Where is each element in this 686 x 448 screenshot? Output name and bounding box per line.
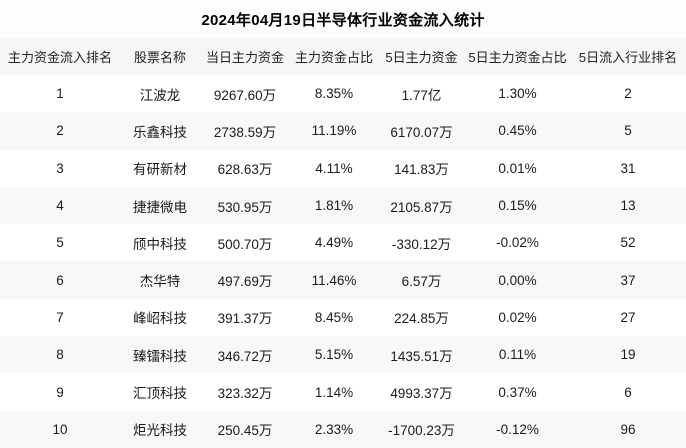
- table-row: 2 乐鑫科技 2738.59万 11.19% 6170.07万 0.45% 5: [0, 112, 686, 150]
- table-row: 4 捷捷微电 530.95万 1.81% 2105.87万 0.15% 13: [0, 186, 686, 225]
- cell-rank: 2: [56, 123, 64, 139]
- column-header-today-main-fund: 当日主力资金: [205, 50, 284, 65]
- cell-main-fund-ratio: 11.46%: [311, 272, 357, 288]
- report-title: 2024年04月19日半导体行业资金流入统计: [201, 11, 485, 29]
- table-row: 1 江波龙 9267.60万 8.35% 1.77亿 1.30% 2: [0, 75, 686, 113]
- cell-5day-main-fund: 2105.87万: [390, 199, 453, 215]
- cell-today-main-fund: 497.69万: [217, 274, 273, 290]
- cell-stock-name: 汇顶科技: [133, 386, 187, 402]
- cell-stock-name: 有研新材: [133, 162, 187, 178]
- cell-5day-main-fund-ratio: 0.15%: [498, 198, 537, 214]
- cell-5day-main-fund-ratio: 0.45%: [498, 123, 537, 139]
- cell-main-fund-ratio: 8.35%: [314, 86, 354, 102]
- column-header-stock-name: 股票名称: [133, 50, 186, 65]
- cell-main-fund-ratio: 1.81%: [314, 198, 354, 214]
- cell-main-fund-ratio: 4.49%: [314, 235, 354, 251]
- cell-5day-main-fund: 6.57万: [401, 274, 442, 290]
- cell-5day-industry-rank: 2: [624, 86, 632, 102]
- cell-5day-main-fund-ratio: 0.02%: [498, 309, 537, 325]
- cell-main-fund-ratio: 8.45%: [314, 309, 354, 325]
- cell-today-main-fund: 250.45万: [217, 423, 273, 439]
- cell-5day-main-fund-ratio: 0.37%: [498, 384, 537, 400]
- cell-5day-industry-rank: 19: [620, 347, 636, 363]
- cell-5day-main-fund-ratio: 0.11%: [498, 347, 537, 363]
- cell-5day-main-fund: -330.12万: [391, 236, 452, 252]
- cell-main-fund-ratio: 5.15%: [314, 347, 354, 363]
- cell-5day-main-fund-ratio: 0.01%: [498, 160, 537, 176]
- cell-rank: 3: [56, 160, 64, 176]
- cell-5day-industry-rank: 52: [620, 235, 636, 251]
- table-row: 7 峰岹科技 391.37万 8.45% 224.85万 0.02% 27: [0, 298, 686, 337]
- cell-5day-industry-rank: 37: [620, 272, 636, 288]
- table-row: 3 有研新材 628.63万 4.11% 141.83万 0.01% 31: [0, 149, 686, 187]
- cell-main-fund-ratio: 2.33%: [314, 421, 354, 437]
- cell-stock-name: 捷捷微电: [133, 199, 187, 215]
- cell-main-fund-ratio: 1.14%: [314, 384, 354, 400]
- cell-stock-name: 臻镭科技: [133, 348, 187, 364]
- cell-today-main-fund: 500.70万: [217, 236, 273, 252]
- cell-5day-main-fund: -1700.23万: [388, 423, 455, 439]
- cell-5day-industry-rank: 5: [624, 123, 632, 139]
- table-row: 9 汇顶科技 323.32万 1.14% 4993.37万 0.37% 6: [0, 373, 686, 411]
- column-header-rank: 主力资金流入排名: [7, 50, 112, 65]
- cell-5day-industry-rank: 27: [620, 309, 636, 325]
- table-header: 主力资金流入排名 股票名称 当日主力资金 主力资金占比 5日主力资金 5日主力资…: [0, 38, 686, 75]
- cell-stock-name: 乐鑫科技: [133, 124, 187, 140]
- table-body: 1 江波龙 9267.60万 8.35% 1.77亿 1.30% 2 2 乐鑫科技 2738.59…: [0, 75, 686, 448]
- cell-stock-name: 江波龙: [139, 87, 181, 103]
- cell-today-main-fund: 391.37万: [217, 311, 273, 327]
- cell-5day-main-fund: 1.77亿: [401, 87, 442, 103]
- cell-5day-main-fund: 141.83万: [394, 162, 449, 178]
- column-header-5day-main-fund-ratio: 5日主力资金占比: [468, 50, 567, 65]
- cell-5day-main-fund: 6170.07万: [390, 124, 453, 140]
- cell-stock-name: 炬光科技: [133, 423, 187, 439]
- cell-rank: 7: [56, 309, 64, 325]
- cell-rank: 10: [52, 421, 68, 437]
- cell-stock-name: 峰岹科技: [133, 311, 187, 327]
- cell-stock-name: 颀中科技: [133, 236, 187, 252]
- cell-5day-main-fund-ratio: -0.02%: [496, 235, 539, 251]
- cell-stock-name: 杰华特: [139, 274, 181, 290]
- cell-5day-industry-rank: 31: [620, 160, 636, 176]
- cell-rank: 4: [56, 198, 64, 214]
- cell-today-main-fund: 323.32万: [217, 386, 273, 402]
- title-bar: 2024年04月19日半导体行业资金流入统计: [0, 0, 686, 38]
- cell-today-main-fund: 530.95万: [217, 199, 273, 215]
- cell-today-main-fund: 9267.60万: [213, 87, 277, 103]
- cell-rank: 8: [56, 347, 64, 363]
- table-row: 6 杰华特 497.69万 11.46% 6.57万 0.00% 37: [0, 261, 686, 299]
- table-row: 5 颀中科技 500.70万 4.49% -330.12万 -0.02% 52: [0, 224, 686, 262]
- table-row: 10 炬光科技 250.45万 2.33% -1700.23万 -0.12% 96: [0, 410, 686, 448]
- cell-rank: 6: [56, 272, 64, 288]
- cell-today-main-fund: 628.63万: [217, 162, 273, 178]
- cell-5day-main-fund: 224.85万: [394, 311, 449, 327]
- cell-5day-main-fund-ratio: 0.00%: [498, 272, 537, 288]
- cell-today-main-fund: 346.72万: [217, 348, 273, 364]
- column-header-main-fund-ratio: 主力资金占比: [294, 50, 373, 65]
- cell-5day-industry-rank: 13: [620, 198, 636, 214]
- cell-5day-main-fund-ratio: 1.30%: [498, 86, 537, 102]
- cell-5day-industry-rank: 6: [624, 384, 632, 400]
- column-header-5day-main-fund: 5日主力资金: [385, 50, 458, 65]
- cell-5day-main-fund-ratio: -0.12%: [496, 421, 539, 437]
- cell-rank: 9: [56, 384, 64, 400]
- cell-rank: 5: [56, 235, 64, 251]
- cell-rank: 1: [56, 86, 64, 102]
- cell-5day-main-fund: 1435.51万: [390, 348, 453, 364]
- cell-main-fund-ratio: 4.11%: [315, 160, 353, 176]
- table-row: 8 臻镭科技 346.72万 5.15% 1435.51万 0.11% 19: [0, 336, 686, 374]
- cell-today-main-fund: 2738.59万: [213, 124, 277, 140]
- column-header-5day-industry-rank: 5日流入行业排名: [578, 50, 678, 65]
- cell-5day-industry-rank: 96: [620, 421, 636, 437]
- cell-5day-main-fund: 4993.37万: [390, 386, 453, 402]
- cell-main-fund-ratio: 11.19%: [311, 123, 357, 139]
